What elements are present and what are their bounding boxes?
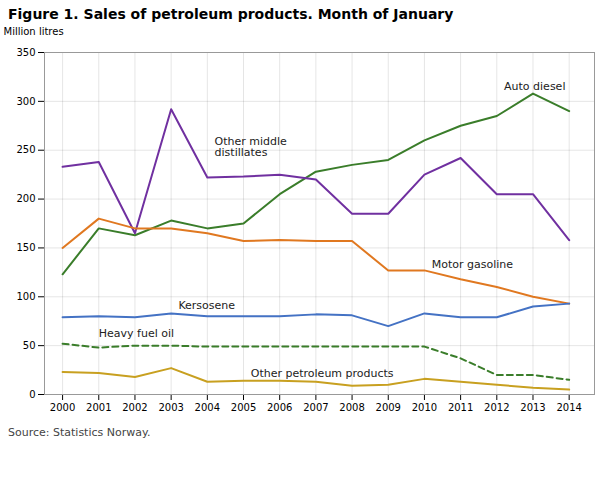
html-text:Source: Statistics Norway.: Source: Statistics Norway. [8, 426, 151, 439]
svg-text:250: 250 [16, 144, 35, 155]
svg-text:150: 150 [16, 242, 35, 253]
svg-text:Million litres: Million litres [4, 26, 64, 37]
svg-text:2013: 2013 [520, 402, 545, 413]
svg-text:2001: 2001 [86, 402, 111, 413]
svg-text:0: 0 [29, 389, 35, 400]
svg-text:2003: 2003 [158, 402, 183, 413]
svg-text:2014: 2014 [556, 402, 581, 413]
svg-text:2009: 2009 [376, 402, 401, 413]
svg-text:50: 50 [23, 340, 36, 351]
svg-text:2007: 2007 [303, 402, 328, 413]
svg-text:2010: 2010 [412, 402, 437, 413]
svg-text:2012: 2012 [484, 402, 509, 413]
svg-text:2005: 2005 [231, 402, 256, 413]
svg-text:2011: 2011 [448, 402, 473, 413]
svg-text:Other petroleum products: Other petroleum products [251, 367, 394, 380]
svg-text:2008: 2008 [339, 402, 364, 413]
svg-text:300: 300 [16, 96, 35, 107]
svg-text:200: 200 [16, 193, 35, 204]
html-text:Figure 1. Sales of petroleum p: Figure 1. Sales of petroleum products. M… [8, 6, 454, 22]
svg-text:100: 100 [16, 291, 35, 302]
svg-text:Other middledistillates: Other middledistillates [215, 135, 288, 159]
svg-text:2006: 2006 [267, 402, 292, 413]
svg-text:350: 350 [16, 47, 35, 58]
svg-text:Auto diesel: Auto diesel [504, 80, 565, 93]
svg-text:Heavy fuel oil: Heavy fuel oil [99, 327, 174, 340]
svg-text:2000: 2000 [50, 402, 75, 413]
svg-text:Kersosene: Kersosene [178, 299, 235, 312]
svg-text:Motor gasoline: Motor gasoline [432, 258, 514, 271]
svg-text:2004: 2004 [195, 402, 220, 413]
svg-text:2002: 2002 [122, 402, 147, 413]
